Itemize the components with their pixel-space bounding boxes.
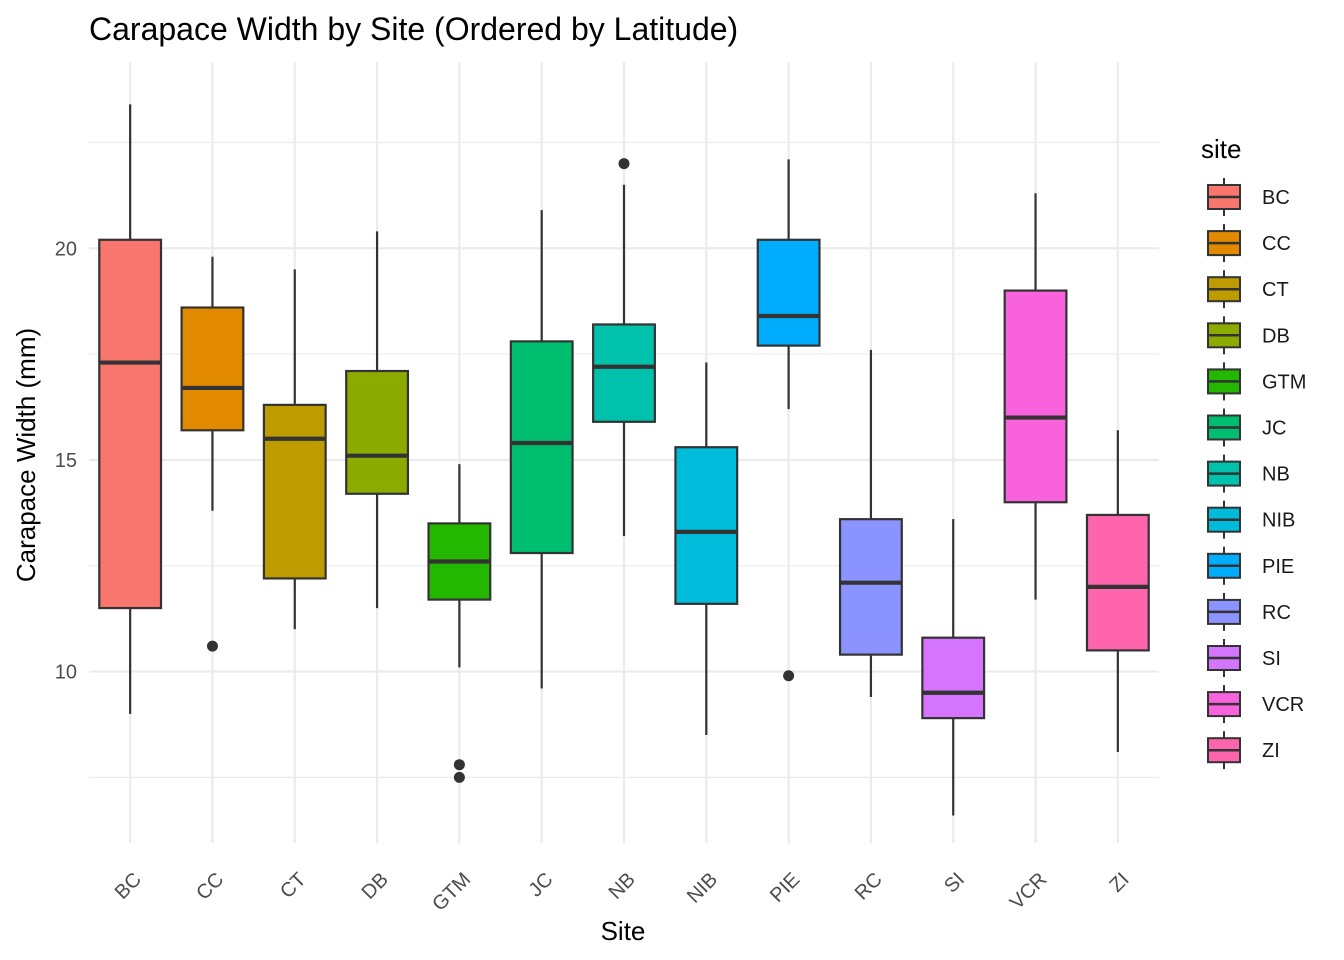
legend-item-rc: RC xyxy=(1207,592,1291,631)
legend-label: JC xyxy=(1262,418,1286,440)
box-body xyxy=(98,238,163,610)
y-tick-label: 10 xyxy=(55,662,77,684)
box-body xyxy=(838,518,903,656)
x-tick-label: VCR xyxy=(1006,869,1051,914)
box-body xyxy=(1085,513,1150,652)
box-si xyxy=(921,519,986,816)
box-body xyxy=(1003,289,1068,504)
box-nb xyxy=(592,158,656,537)
box-db xyxy=(345,231,410,609)
x-tick-label: NB xyxy=(605,869,640,904)
legend: site BC CC CT DB GTM JC NB NIB PIE RC SI VCR ZI xyxy=(1201,134,1306,770)
x-axis-ticks: BC CC CT DB GTM JC NB NIB PIE RC SI VCR ZI xyxy=(111,869,1134,916)
legend-title: site xyxy=(1201,134,1241,164)
box-gtm xyxy=(427,464,492,783)
x-tick-label: RC xyxy=(851,869,887,905)
box-cc xyxy=(180,256,245,652)
outlier-point xyxy=(453,771,465,783)
y-tick-label: 15 xyxy=(55,450,77,472)
legend-label: VCR xyxy=(1262,694,1304,716)
legend-label: CC xyxy=(1262,233,1291,255)
x-tick-label: GTM xyxy=(428,869,475,916)
legend-label: RC xyxy=(1262,602,1291,624)
legend-item-gtm: GTM xyxy=(1207,362,1306,401)
legend-label: NIB xyxy=(1262,510,1295,532)
box-bc xyxy=(98,104,163,714)
box-zi xyxy=(1085,430,1150,752)
legend-item-bc: BC xyxy=(1207,178,1290,216)
box-body xyxy=(756,238,821,347)
legend-item-ct: CT xyxy=(1207,270,1289,309)
box-body xyxy=(180,306,245,432)
x-axis-title: Site xyxy=(601,916,646,946)
x-tick-label: DB xyxy=(358,869,393,904)
box-ct xyxy=(262,269,327,630)
box-rc xyxy=(838,349,903,697)
box-body xyxy=(592,323,656,423)
y-tick-label: 20 xyxy=(55,238,77,260)
outlier-point xyxy=(618,158,630,170)
legend-item-si: SI xyxy=(1207,639,1281,677)
legend-item-cc: CC xyxy=(1207,224,1291,263)
x-tick-label: PIE xyxy=(766,869,804,907)
legend-label: GTM xyxy=(1262,371,1306,393)
outlier-point xyxy=(453,759,465,771)
box-body xyxy=(345,369,410,495)
legend-label: PIE xyxy=(1262,556,1294,578)
legend-label: CT xyxy=(1262,279,1289,301)
x-tick-label: NIB xyxy=(683,869,722,908)
outlier-point xyxy=(783,670,795,682)
legend-item-nib: NIB xyxy=(1207,500,1295,539)
legend-label: BC xyxy=(1262,187,1290,209)
y-axis-title: Carapace Width (mm) xyxy=(11,328,41,582)
legend-item-jc: JC xyxy=(1207,408,1286,447)
legend-item-nb: NB xyxy=(1207,454,1290,493)
legend-item-zi: ZI xyxy=(1207,731,1280,770)
x-tick-label: CT xyxy=(276,869,310,903)
legend-label: SI xyxy=(1262,648,1281,670)
x-tick-label: SI xyxy=(940,869,969,898)
legend-label: NB xyxy=(1262,464,1290,486)
box-vcr xyxy=(1003,193,1068,600)
box-pie xyxy=(756,159,821,682)
legend-item-db: DB xyxy=(1207,316,1290,355)
box-nib xyxy=(674,362,739,736)
box-body xyxy=(262,403,327,580)
legend-item-pie: PIE xyxy=(1207,546,1294,585)
chart-title: Carapace Width by Site (Ordered by Latit… xyxy=(89,11,738,47)
box-body xyxy=(674,446,739,605)
box-body xyxy=(921,636,986,720)
x-tick-label: BC xyxy=(111,869,146,904)
box-body xyxy=(509,340,574,555)
box-series xyxy=(98,104,1150,816)
x-tick-label: CC xyxy=(192,869,228,905)
y-axis-ticks: 10 15 20 xyxy=(55,238,77,683)
outlier-point xyxy=(206,640,218,652)
legend-item-vcr: VCR xyxy=(1207,685,1304,724)
x-tick-label: JC xyxy=(525,869,558,902)
x-tick-label: ZI xyxy=(1105,869,1133,897)
legend-label: DB xyxy=(1262,325,1290,347)
box-jc xyxy=(509,210,574,689)
legend-label: ZI xyxy=(1262,740,1280,762)
